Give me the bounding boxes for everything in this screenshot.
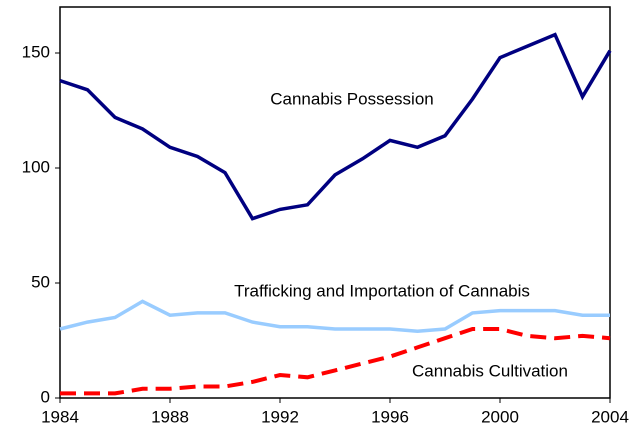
y-tick-label: 0	[41, 387, 50, 406]
line-series	[60, 327, 611, 396]
line-series	[59, 32, 612, 221]
y-tick-label: 50	[31, 272, 50, 291]
line-series	[59, 299, 610, 334]
x-tick-label: 1984	[41, 407, 79, 426]
series-label: Trafficking and Importation of Cannabis	[234, 281, 530, 300]
y-tick-label: 100	[22, 157, 50, 176]
series-label: Cannabis Cultivation	[412, 361, 568, 380]
y-tick-label: 150	[22, 42, 50, 61]
x-tick-label: 1992	[261, 407, 299, 426]
plot-frame	[59, 6, 611, 399]
series-label: Cannabis Possession	[270, 89, 433, 108]
x-tick-label: 2000	[481, 407, 519, 426]
x-tick-label: 2004	[591, 407, 629, 426]
x-tick-label: 1996	[371, 407, 409, 426]
x-tick-label: 1988	[151, 407, 189, 426]
